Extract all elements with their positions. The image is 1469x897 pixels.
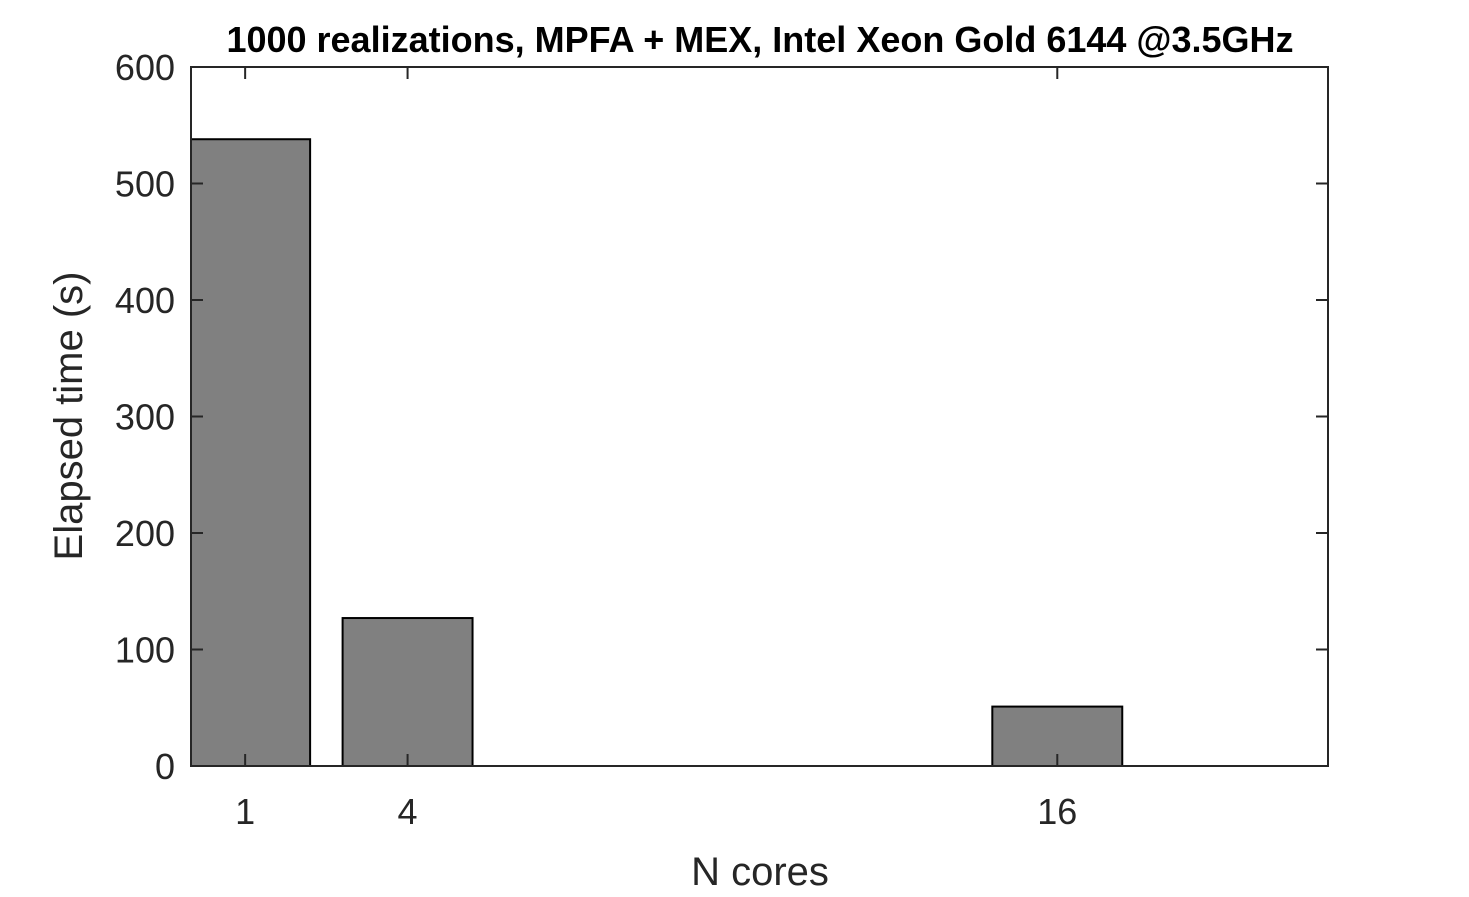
x-tick-label: 16: [1037, 791, 1077, 832]
y-tick-label: 0: [155, 746, 175, 787]
y-tick-label: 200: [115, 513, 175, 554]
bar-1: [190, 138, 312, 768]
x-axis-label: N cores: [691, 850, 829, 894]
x-tick-label: 4: [398, 791, 418, 832]
y-tick-label: 600: [115, 47, 175, 88]
y-tick-label: 400: [115, 280, 175, 321]
y-axis-label: Elapsed time (s): [47, 272, 91, 561]
bars-group: [190, 138, 1124, 768]
x-axis-ticks: 1 4 16: [235, 67, 1077, 832]
y-tick-label: 100: [115, 630, 175, 671]
chart-title: 1000 realizations, MPFA + MEX, Intel Xeo…: [226, 19, 1293, 60]
y-tick-label: 300: [115, 397, 175, 438]
bar-4: [341, 617, 474, 767]
y-tick-label: 500: [115, 164, 175, 205]
y-axis-ticks: 0 100 200 300 400 500 600: [115, 47, 1328, 787]
x-tick-label: 1: [235, 791, 255, 832]
